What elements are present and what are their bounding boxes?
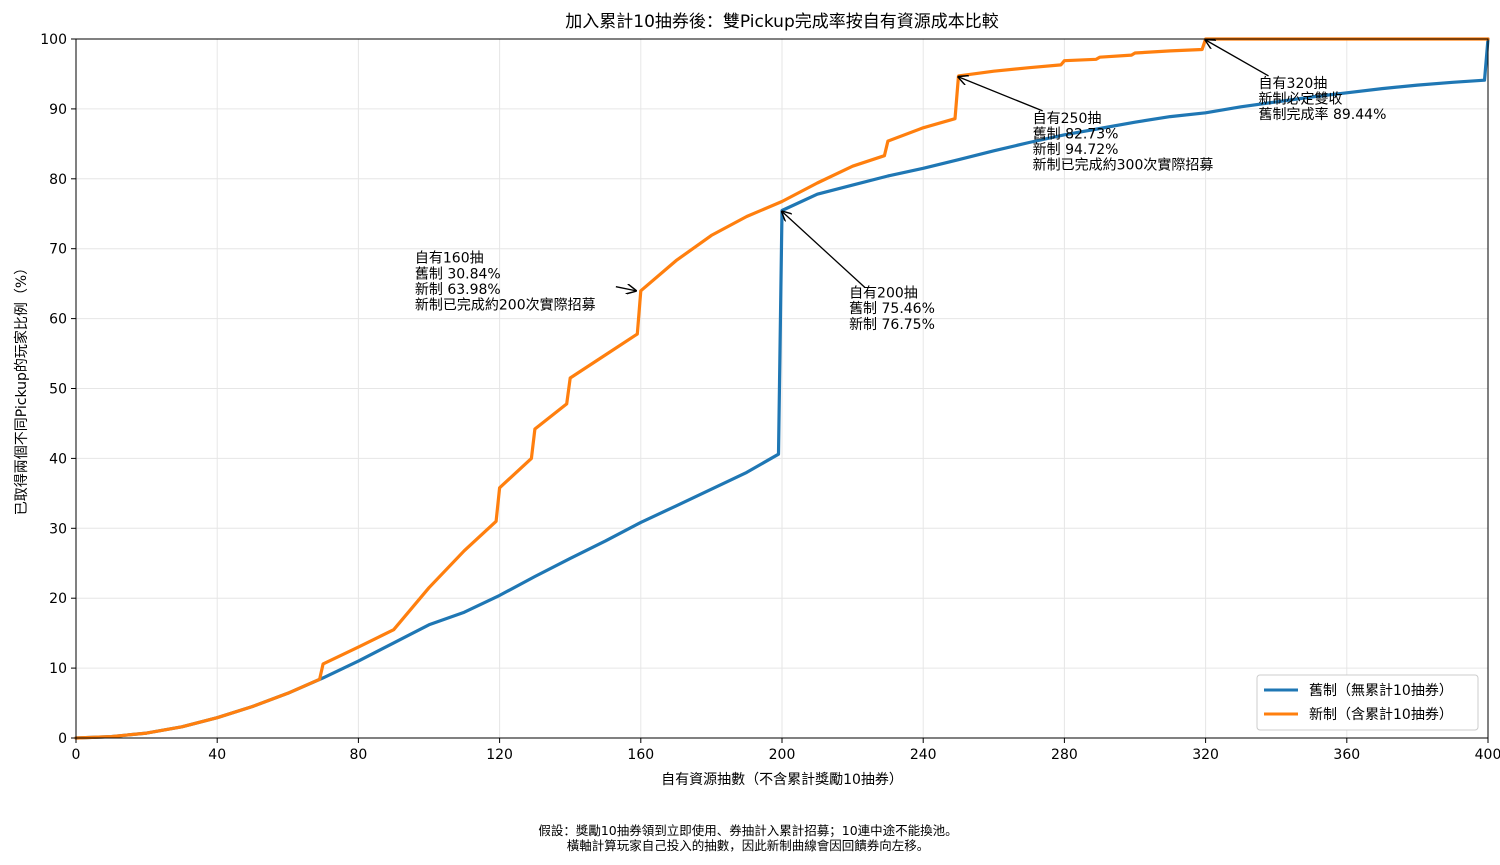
annotation-text: 自有250抽 [1033,111,1102,127]
x-tick-label: 360 [1333,747,1360,763]
y-tick-label: 50 [49,382,67,398]
y-tick-label: 70 [49,242,67,258]
x-tick-label: 400 [1475,747,1500,763]
y-tick-label: 100 [40,32,67,48]
legend-label-old: 舊制（無累計10抽券） [1309,683,1453,699]
annotation-text: 舊制完成率 89.44% [1259,106,1387,123]
x-tick-label: 0 [72,747,81,763]
legend-box [1256,674,1479,731]
x-tick-label: 320 [1192,747,1219,763]
chart-title: 加入累計10抽券後：雙Pickup完成率按自有資源成本比較 [565,12,998,32]
annotation-arrow [959,77,1043,112]
x-tick-label: 240 [910,747,937,763]
footnote-line-1: 假設：獎勵10抽券領到立即使用、券抽計入累計招募；10連中途不能換池。 [538,823,957,838]
annotation-text: 新制 76.75% [849,317,935,333]
legend-label-new: 新制（含累計10抽券） [1309,707,1453,723]
x-axis-label: 自有資源抽數（不含累計獎勵10抽券） [661,772,903,788]
y-axis: 0 10 20 30 40 50 60 70 80 90 100 [40,32,76,747]
x-tick-label: 80 [349,747,367,763]
x-tick-label: 120 [486,747,513,763]
y-tick-label: 80 [49,172,67,188]
annotation-text: 新制必定雙收 [1259,92,1343,108]
footnote-line-2: 橫軸計算玩家自己投入的抽數，因此新制曲線會因回饋券向左移。 [567,838,930,853]
x-tick-label: 40 [208,747,226,763]
annotation-text: 新制已完成約300次實際招募 [1033,157,1214,174]
annotation-text: 自有200抽 [849,286,918,302]
annotation-text: 新制已完成約200次實際招募 [415,296,596,313]
legend: 舊制（無累計10抽券） 新制（含累計10抽券） [1256,674,1479,731]
y-tick-label: 90 [49,102,67,118]
y-axis-label: 已取得兩個不同Pickup的玩家比例（%） [13,261,30,515]
annotation-text: 自有320抽 [1259,76,1328,92]
grid [75,38,1489,739]
annotation-text: 自有160抽 [415,251,484,267]
annotation-text: 舊制 82.73% [1033,126,1119,142]
series-line-new [74,37,1490,740]
x-tick-label: 280 [1051,747,1078,763]
y-tick-label: 60 [49,312,67,328]
annotation-text: 新制 63.98% [415,282,501,298]
annotation-text: 舊制 75.46% [849,301,935,317]
annotation-text: 新制 94.72% [1033,142,1119,158]
y-tick-label: 30 [49,521,67,537]
y-tick-label: 0 [58,731,67,747]
y-tick-label: 20 [49,591,67,607]
x-axis: 0 40 80 120 160 200 240 280 320 360 400 [72,738,1500,763]
x-tick-label: 160 [627,747,654,763]
x-tick-label: 200 [769,747,796,763]
y-tick-label: 40 [49,451,67,467]
annotation-text: 舊制 30.84% [415,266,501,282]
annotation-arrow [782,212,866,289]
annotation-arrow [615,287,636,291]
y-tick-label: 10 [49,661,67,677]
annotation-arrow [1206,40,1269,77]
